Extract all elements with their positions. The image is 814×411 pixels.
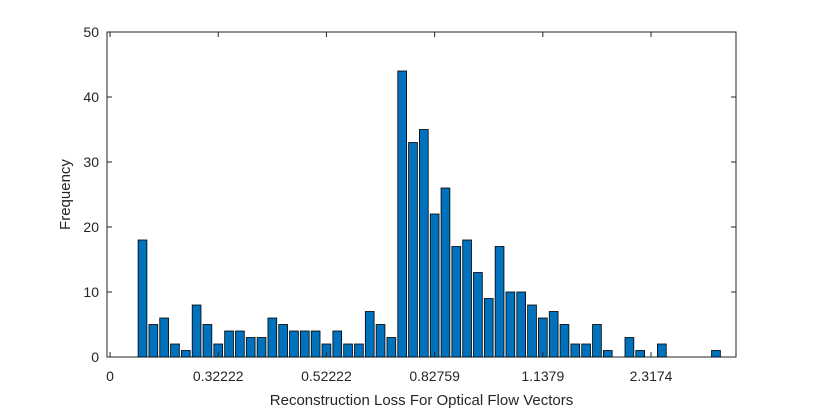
x-tick-label: 0.52222	[301, 368, 352, 384]
y-axis-ticks: 0 10 20 30 40 50	[83, 24, 736, 365]
histogram-bar	[527, 304, 537, 358]
y-tick-label: 40	[83, 89, 99, 105]
histogram-bar	[451, 246, 462, 358]
y-axis-label: Frequency	[57, 159, 74, 230]
y-tick-label: 20	[83, 219, 99, 235]
histogram-bar	[538, 317, 548, 358]
y-tick-label: 50	[83, 24, 99, 40]
histogram-bar	[592, 324, 602, 358]
histogram-bar	[267, 317, 278, 358]
histogram-bar	[635, 350, 646, 358]
histogram-bar	[386, 337, 397, 358]
histogram-bar	[516, 291, 526, 358]
histogram-bar	[310, 330, 321, 358]
histogram-bar	[159, 317, 169, 358]
histogram-bar	[364, 311, 375, 358]
histogram-bar	[148, 324, 159, 358]
x-tick-label: 0	[106, 368, 114, 384]
histogram-bar	[581, 343, 591, 358]
histogram-bar	[559, 324, 570, 358]
histogram-bar	[245, 337, 256, 358]
histogram-bar	[494, 246, 505, 358]
histogram-bar	[170, 343, 180, 358]
histogram-bar	[483, 298, 494, 358]
x-axis-label: Reconstruction Loss For Optical Flow Vec…	[270, 392, 573, 409]
histogram-bar	[278, 324, 288, 358]
x-tick-label: 0.82759	[409, 368, 460, 384]
histogram-bar	[397, 70, 407, 358]
x-tick-label: 1.1379	[521, 368, 564, 384]
histogram-bar	[473, 272, 483, 358]
histogram-bar	[429, 213, 440, 358]
histogram-bar	[354, 343, 364, 358]
histogram-bar	[462, 239, 472, 358]
histogram-bar	[657, 343, 667, 358]
x-tick-label: 2.3174	[630, 368, 673, 384]
histogram-bar	[624, 337, 635, 358]
histogram-bar	[419, 129, 429, 358]
histogram-bar	[256, 337, 267, 358]
histogram-bar	[202, 324, 213, 358]
histogram-bar	[191, 304, 202, 358]
histogram-bar	[299, 330, 310, 358]
histogram-bar	[289, 330, 299, 358]
x-tick-label: 0.32222	[193, 368, 244, 384]
x-axis-ticks: 0 0.32222 0.52222 0.82759 1.1379 2.3174	[106, 32, 673, 384]
histogram-bar	[408, 142, 418, 358]
histogram-bar	[180, 350, 191, 358]
histogram-bar	[343, 343, 353, 358]
histogram-bar	[332, 330, 343, 358]
histogram-bar	[570, 343, 581, 358]
histogram-bar	[137, 239, 148, 358]
y-tick-label: 30	[83, 154, 99, 170]
histogram-bar	[602, 350, 613, 358]
histogram-bar	[375, 324, 386, 358]
histogram-bar	[548, 311, 559, 358]
histogram-bar	[224, 330, 234, 358]
histogram-bar	[505, 291, 516, 358]
histogram-bar	[440, 187, 451, 358]
bars-group	[137, 70, 721, 358]
histogram-bar	[711, 350, 721, 358]
histogram-bar	[235, 330, 245, 358]
y-tick-label: 0	[91, 349, 99, 365]
y-tick-label: 10	[83, 284, 99, 300]
